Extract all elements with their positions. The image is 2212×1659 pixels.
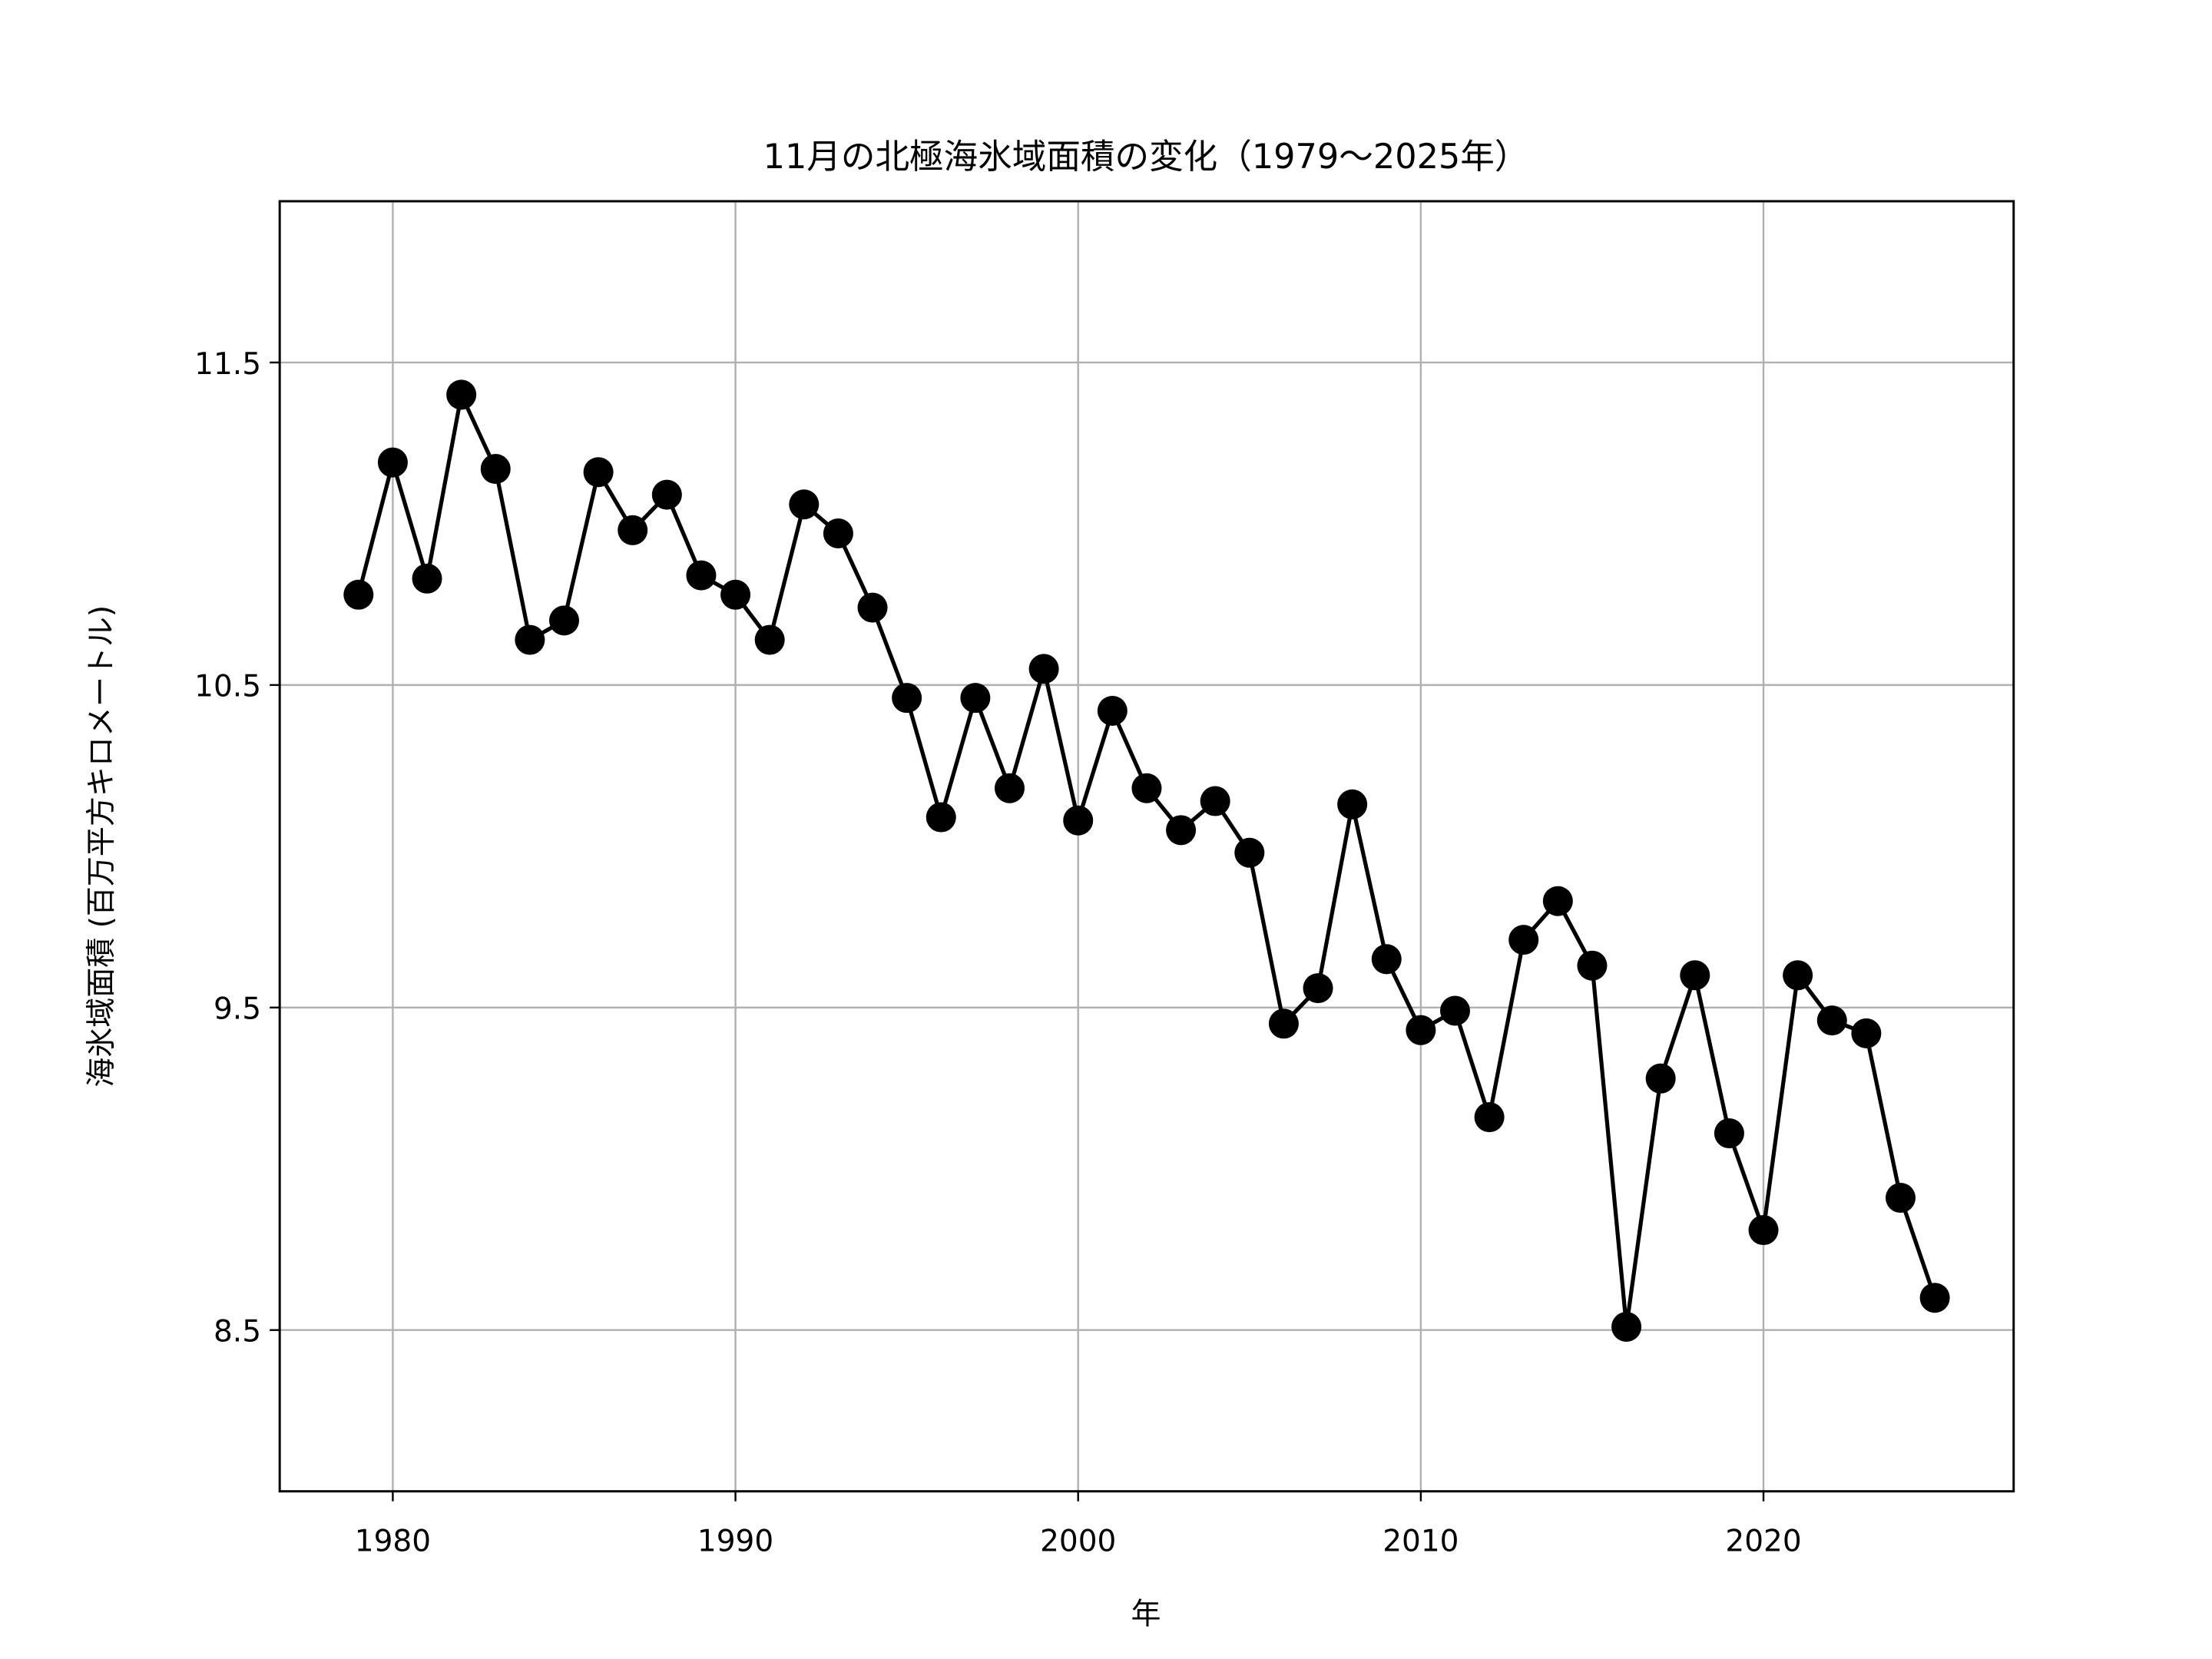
data-point	[1680, 960, 1710, 991]
data-point	[1508, 925, 1539, 955]
data-point	[823, 518, 853, 549]
data-point	[1063, 805, 1094, 836]
data-point	[1816, 1005, 1847, 1036]
data-point	[1028, 654, 1059, 684]
data-point	[343, 579, 374, 610]
data-point	[1268, 1008, 1299, 1039]
grid	[280, 200, 2014, 1492]
data-point	[1919, 1283, 1950, 1313]
y-tick-label: 11.5	[194, 347, 261, 382]
data-point	[720, 579, 751, 610]
series-line	[356, 392, 1937, 1330]
data-point	[1303, 973, 1333, 1004]
data-point	[754, 624, 785, 655]
data-point	[926, 802, 956, 833]
data-point	[892, 683, 922, 714]
x-axis: 1980 1990 2000 2010 2020	[355, 1491, 1802, 1559]
data-point	[1851, 1018, 1882, 1048]
data-point	[1645, 1063, 1676, 1094]
x-tick-label: 2000	[1040, 1525, 1116, 1559]
data-point	[1783, 960, 1813, 991]
y-axis: 8.5 9.5 10.5 11.5	[194, 347, 280, 1349]
x-tick-label: 2020	[1725, 1525, 1801, 1559]
data-point	[1371, 944, 1402, 975]
data-point	[1542, 886, 1573, 916]
data-point	[1439, 995, 1471, 1026]
data-point	[480, 454, 511, 485]
data-point	[1885, 1183, 1916, 1214]
data-point	[1337, 789, 1368, 820]
x-tick-label: 1980	[355, 1525, 431, 1559]
x-axis-label: 年	[1131, 1597, 1161, 1631]
data-point	[1166, 815, 1197, 846]
data-point	[446, 379, 477, 410]
data-point	[1406, 1015, 1436, 1045]
series	[343, 379, 1950, 1343]
data-point	[412, 563, 442, 594]
data-point	[1611, 1312, 1642, 1343]
y-tick-label: 10.5	[194, 670, 261, 704]
data-point	[1200, 786, 1230, 816]
plot-frame	[278, 200, 2015, 1493]
data-point	[857, 592, 888, 623]
data-point	[548, 605, 579, 636]
data-point	[377, 447, 408, 478]
data-point	[1097, 695, 1128, 726]
data-point	[1748, 1215, 1779, 1246]
data-point	[1474, 1102, 1505, 1133]
data-point	[515, 624, 545, 655]
data-point	[1714, 1118, 1744, 1149]
x-tick-label: 1990	[697, 1525, 773, 1559]
data-point	[686, 560, 717, 591]
data-point	[1577, 950, 1608, 981]
data-point	[789, 489, 820, 520]
data-point	[1131, 773, 1162, 803]
y-tick-label: 8.5	[214, 1315, 261, 1349]
data-point	[583, 457, 614, 488]
data-point	[651, 479, 682, 510]
data-point	[618, 515, 648, 545]
chart-title: 11月の北極海氷域面積の変化（1979〜2025年）	[763, 137, 1529, 177]
data-point	[994, 773, 1025, 803]
y-axis-label: 海氷域面積 (百万平方キロメートル)	[84, 605, 119, 1088]
y-tick-label: 9.5	[214, 992, 261, 1027]
data-point	[1234, 837, 1265, 868]
data-point	[960, 683, 991, 714]
x-tick-label: 2010	[1382, 1525, 1459, 1559]
